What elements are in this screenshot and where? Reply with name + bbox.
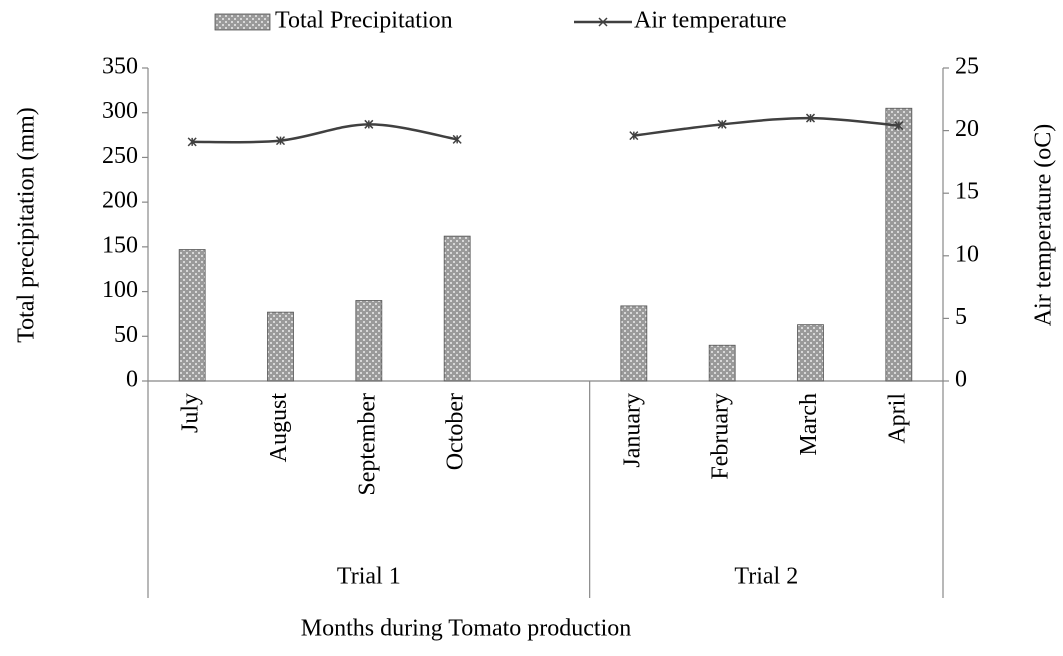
bar — [267, 311, 294, 382]
y-tick-label: 200 — [102, 188, 138, 214]
temperature-marker — [452, 134, 462, 144]
y2-tick-label: 20 — [955, 116, 979, 142]
y-tick-label: 350 — [102, 54, 138, 80]
temperature-marker — [805, 113, 816, 123]
x-tick-label: July — [178, 393, 204, 433]
y2-tick-label: 0 — [955, 367, 967, 393]
temperature-marker — [629, 131, 639, 141]
legend-marker — [598, 17, 608, 27]
x-tick-label: March — [796, 393, 822, 456]
x-axis-title: Months during Tomato production — [301, 616, 632, 642]
temperature-marker — [275, 136, 286, 146]
legend-label: Total Precipitation — [275, 8, 453, 34]
legend-swatch — [214, 13, 271, 31]
y-tick-label: 300 — [102, 98, 138, 124]
bar — [620, 305, 648, 382]
group-label: Trial 2 — [734, 564, 798, 590]
bar — [443, 235, 471, 382]
legend-label: Air temperature — [634, 8, 787, 34]
y-tick-label: 50 — [114, 322, 138, 348]
x-tick-label: February — [708, 393, 734, 480]
x-tick-label: August — [266, 393, 292, 463]
temperature-marker — [894, 121, 904, 131]
temperature-marker — [187, 137, 197, 147]
y2-tick-label: 15 — [955, 179, 979, 205]
x-tick-label: April — [884, 393, 910, 444]
temperature-line — [192, 123, 458, 144]
y-tick-label: 0 — [126, 367, 138, 393]
y-tick-label: 150 — [102, 232, 138, 258]
group-label: Trial 1 — [337, 564, 401, 590]
bar — [708, 344, 736, 382]
temperature-marker — [717, 119, 727, 129]
y-axis-title: Total precipitation (mm) — [14, 107, 40, 343]
temperature-line — [633, 116, 899, 137]
y2-tick-label: 25 — [955, 54, 979, 80]
x-tick-label: January — [619, 393, 645, 468]
x-tick-label: September — [354, 393, 380, 496]
y2-tick-label: 5 — [955, 304, 967, 330]
x-tick-label: October — [443, 393, 469, 470]
y2-tick-label: 10 — [955, 241, 979, 267]
bar — [355, 300, 383, 382]
bar — [885, 107, 913, 382]
bar — [797, 324, 824, 382]
y-tick-label: 100 — [102, 277, 138, 303]
y2-axis-title: Air temperature (oC) — [1031, 124, 1057, 327]
bar — [178, 249, 206, 382]
y-tick-label: 250 — [102, 143, 138, 169]
temperature-marker — [364, 119, 374, 129]
